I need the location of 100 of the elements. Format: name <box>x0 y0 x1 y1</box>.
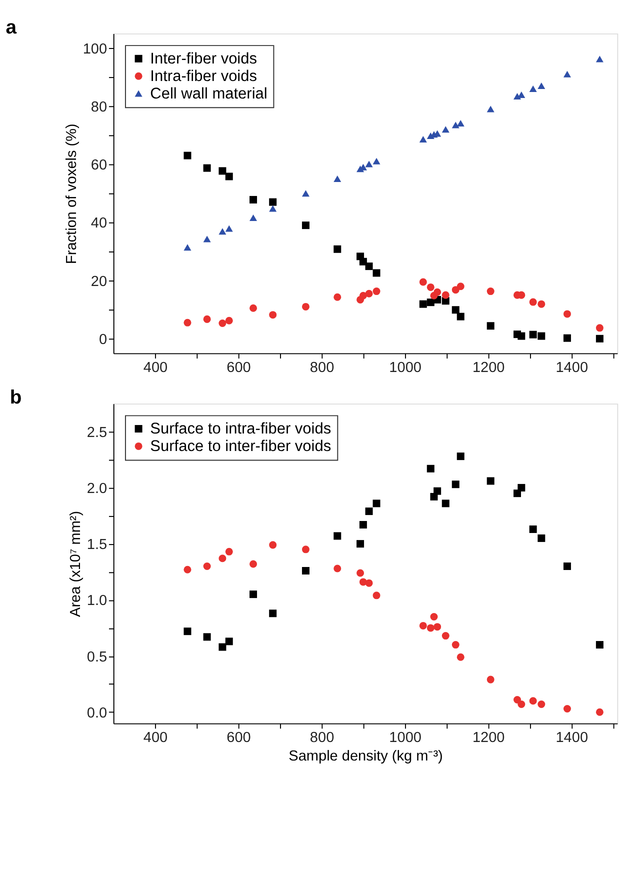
legend-label: Surface to intra-fiber voids <box>150 420 332 438</box>
point <box>430 612 438 620</box>
point <box>250 196 258 204</box>
point <box>563 334 571 342</box>
point <box>486 106 494 112</box>
point <box>334 532 342 540</box>
point <box>269 541 277 549</box>
point <box>518 484 526 492</box>
point <box>372 288 380 296</box>
x-tick-label: 400 <box>143 730 168 746</box>
point <box>434 288 442 296</box>
point <box>486 477 494 485</box>
point <box>538 332 546 340</box>
point <box>225 548 233 556</box>
point <box>538 300 546 308</box>
point <box>218 228 226 235</box>
point <box>372 500 380 508</box>
point <box>456 282 464 290</box>
point <box>514 92 522 100</box>
x-tick-label: 600 <box>226 360 251 376</box>
point <box>203 164 211 172</box>
point <box>529 525 537 533</box>
point <box>359 292 367 300</box>
point <box>456 120 464 127</box>
point <box>426 464 434 472</box>
point <box>218 554 226 562</box>
point <box>518 332 526 340</box>
point <box>596 641 604 649</box>
point <box>203 633 211 641</box>
point <box>442 126 450 133</box>
x-tick-label: 400 <box>143 360 168 376</box>
point <box>452 480 460 488</box>
y-tick-label: 60 <box>90 158 108 174</box>
point <box>538 82 546 90</box>
point <box>365 160 373 168</box>
y-tick-label: 0.5 <box>86 649 108 666</box>
point <box>452 641 460 649</box>
y-tick-label: 0 <box>98 332 108 348</box>
y-axis-title: Area (x10⁷ mm²) <box>68 510 84 617</box>
point <box>334 564 342 572</box>
x-tick-label: 1000 <box>389 730 422 746</box>
point <box>365 262 373 270</box>
point <box>250 560 258 568</box>
point <box>250 304 258 312</box>
point <box>269 610 277 618</box>
point <box>563 310 571 318</box>
point <box>456 653 464 661</box>
point <box>218 643 226 651</box>
point <box>419 300 427 308</box>
y-tick-label: 20 <box>90 274 108 290</box>
point <box>596 334 604 342</box>
point <box>596 56 604 62</box>
y-tick-label: 1.0 <box>86 593 108 610</box>
point <box>442 500 450 508</box>
point <box>486 322 494 330</box>
y-tick-label: 80 <box>90 99 108 116</box>
chart-title: a <box>6 16 17 38</box>
point <box>486 288 494 296</box>
point <box>218 167 226 175</box>
point <box>538 534 546 542</box>
point <box>218 320 226 328</box>
point <box>426 624 434 632</box>
point <box>365 290 373 298</box>
point <box>563 704 571 712</box>
point <box>518 700 526 708</box>
point <box>359 520 367 528</box>
point <box>452 122 460 128</box>
point <box>250 590 258 598</box>
x-tick-label: 800 <box>310 730 334 746</box>
point <box>184 628 192 636</box>
legend-label: Intra-fiber voids <box>150 68 258 85</box>
point <box>419 622 427 630</box>
point <box>563 562 571 570</box>
point <box>486 676 494 684</box>
point <box>365 579 373 587</box>
x-tick-label: 1200 <box>472 730 505 746</box>
point <box>563 70 571 78</box>
y-tick-label: 1.5 <box>86 537 108 554</box>
point <box>514 696 522 704</box>
point <box>203 562 211 570</box>
y-tick-label: 100 <box>82 41 108 58</box>
point <box>203 315 211 323</box>
point <box>419 278 427 286</box>
point <box>538 700 546 708</box>
point <box>269 198 277 206</box>
point <box>269 205 277 212</box>
point <box>372 269 380 277</box>
point <box>184 318 192 326</box>
point <box>225 225 233 232</box>
point <box>456 452 464 460</box>
chart-title: b <box>10 386 22 409</box>
x-tick-label: 1400 <box>556 360 588 376</box>
point <box>302 302 310 310</box>
point <box>529 330 537 338</box>
point <box>184 566 192 574</box>
point <box>225 172 233 180</box>
point <box>518 92 526 98</box>
point <box>456 312 464 320</box>
x-axis-title: Sample density (kg m⁻³) <box>288 748 443 765</box>
x-tick-label: 600 <box>226 730 251 746</box>
